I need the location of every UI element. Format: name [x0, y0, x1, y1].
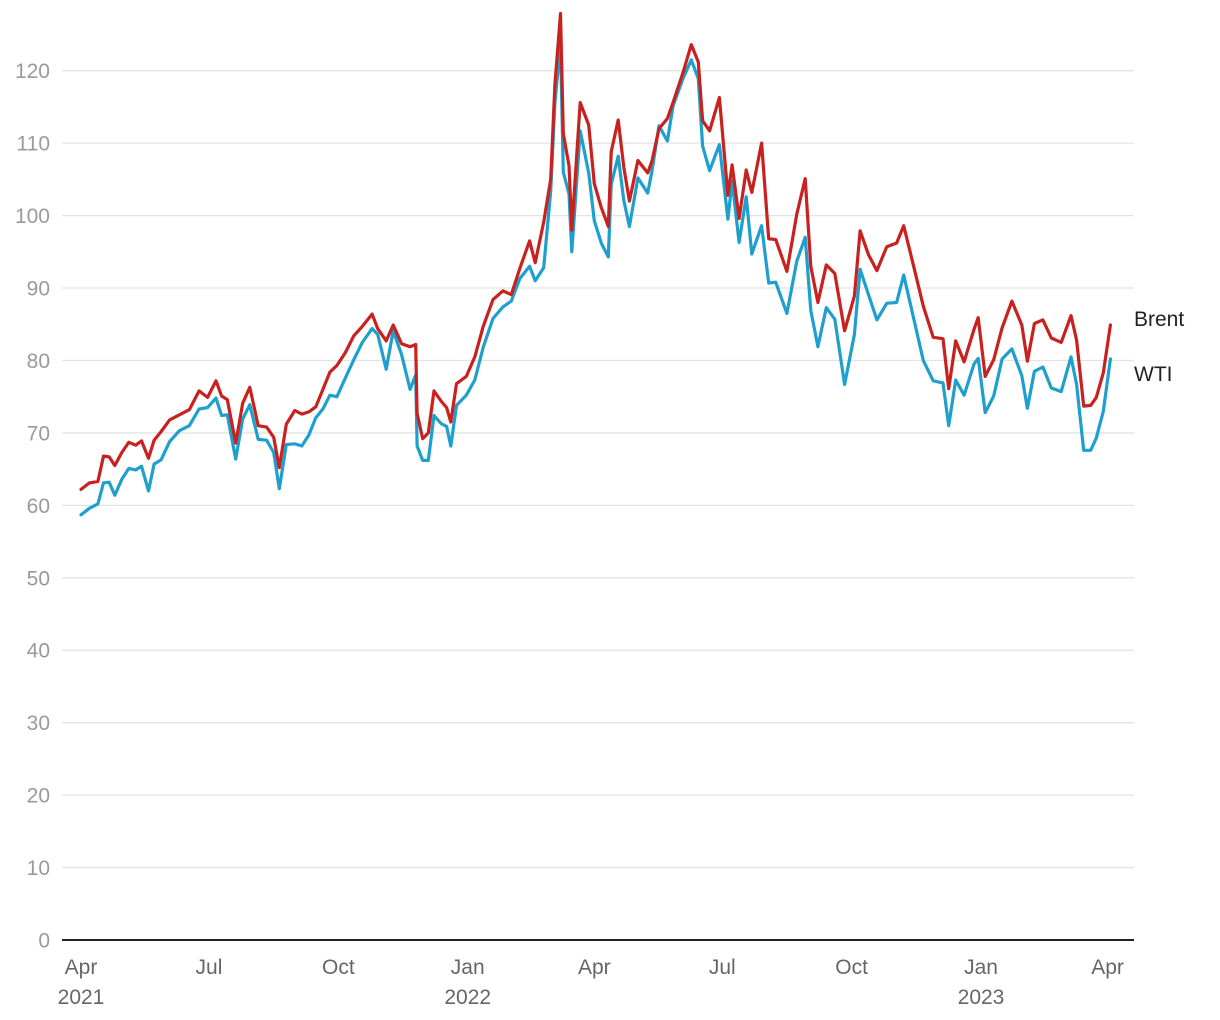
x-tick-year-label: 2022: [444, 986, 491, 1009]
x-tick-label: Jan: [964, 956, 998, 979]
y-tick-label: 60: [27, 495, 50, 518]
x-tick-label: Oct: [322, 956, 355, 979]
series-lines: [79, 11, 1112, 517]
x-tick-label: Oct: [835, 956, 868, 979]
x-tick-year-label: 2021: [58, 986, 105, 1009]
y-tick-label: 40: [27, 640, 50, 663]
series-line-brent: [79, 11, 1112, 491]
y-tick-label: 50: [27, 567, 50, 590]
y-axis-tick-labels: 0 10 20 30 40 50 60 70 80 90 100 110 120: [15, 60, 50, 952]
series-line-wti: [79, 42, 1112, 517]
y-tick-label: 80: [27, 350, 50, 373]
x-tick-label: Jul: [709, 956, 736, 979]
x-axis-tick-labels: Apr 2021 Jul Oct Jan 2022 Apr Jul Oct Jan 2023 Apr: [58, 956, 1124, 1009]
series-end-labels: Brent WTI: [1134, 308, 1184, 386]
y-tick-label: 120: [15, 60, 50, 83]
y-tick-label: 30: [27, 712, 50, 735]
x-tick-label: Apr: [1091, 956, 1124, 979]
y-tick-label: 20: [27, 785, 50, 808]
x-tick-label: Apr: [65, 956, 98, 979]
y-tick-label: 100: [15, 205, 50, 228]
series-label-wti: WTI: [1134, 363, 1172, 386]
y-tick-label: 70: [27, 422, 50, 445]
x-tick-label: Apr: [578, 956, 611, 979]
x-tick-label: Jul: [196, 956, 223, 979]
x-tick-label: Jan: [451, 956, 485, 979]
y-tick-label: 10: [27, 857, 50, 880]
gridlines: [62, 70, 1134, 869]
y-tick-label: 110: [17, 133, 50, 156]
x-tick-year-label: 2023: [958, 986, 1005, 1009]
y-tick-label: 90: [27, 278, 50, 301]
y-tick-label: 0: [38, 930, 50, 953]
series-label-brent: Brent: [1134, 308, 1184, 331]
